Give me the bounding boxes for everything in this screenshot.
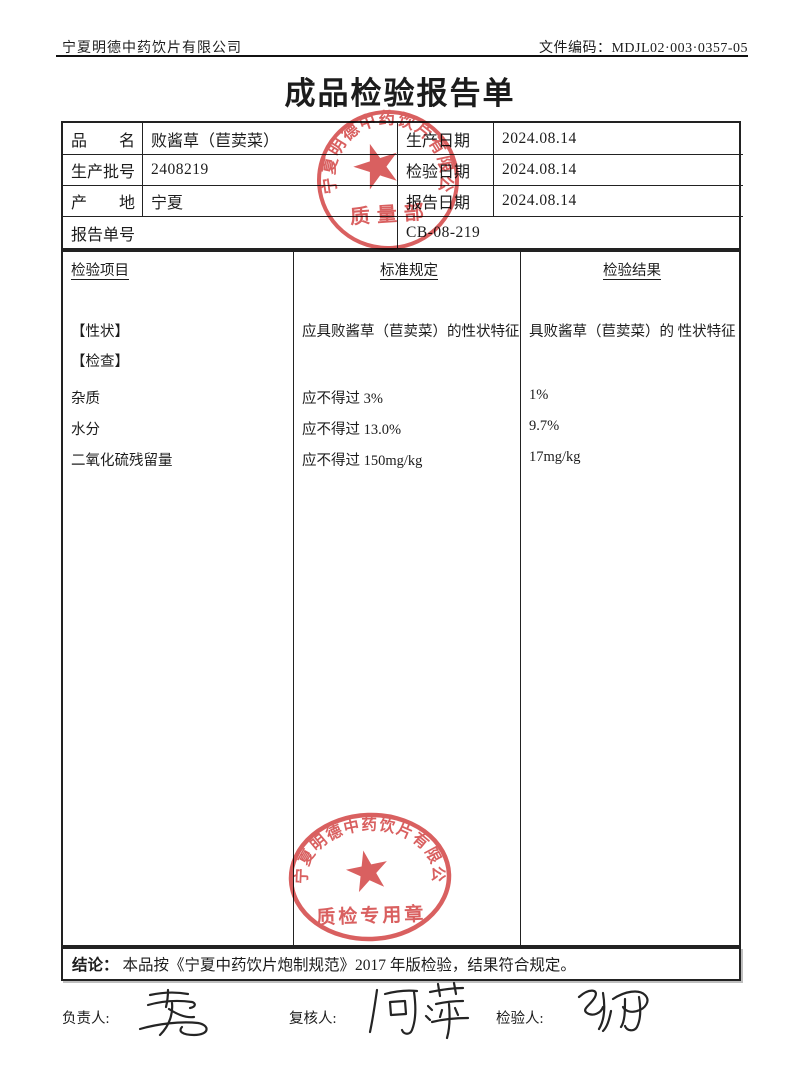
item-check: 【检查】 [71,354,129,370]
origin-label: 产 地 [63,185,142,216]
stamp-company-arc-text: 宁夏明德中药饮片有限公司 [308,100,458,205]
standard-impurity: 应不得过 3% [302,391,383,407]
inspector-signature [577,989,649,1033]
result-appearance: 具败酱草（苣荬菜）的 性状特征 [529,324,736,340]
conclusion-row: 结论： 本品按《宁夏中药饮片炮制规范》2017 年版检验，结果符合规定。 [61,947,741,981]
responsible-label: 负责人: [62,1011,110,1027]
item-moisture: 水分 [71,422,100,438]
svg-text:宁夏明德中药饮片有限公司: 宁夏明德中药饮片有限公司 [308,100,458,205]
test-date-value: 2024.08.14 [493,154,743,185]
quality-dept-stamp: 宁夏明德中药饮片有限公司 质量部 [308,100,459,251]
standard-moisture: 应不得过 13.0% [302,422,402,438]
stamp-bottom-caption: 质检专用章 [316,902,427,929]
doc-code-value: MDJL02·003·0357-05 [611,41,748,56]
product-info-table: 品 名 败酱草（苣荬菜） 生产日期 2024.08.14 生产批号 240821… [61,121,743,250]
item-impurity: 杂质 [71,391,100,407]
batch-value: 2408219 [142,154,397,185]
star-icon [345,850,387,893]
result-impurity: 1% [529,387,549,403]
item-appearance: 【性状】 [71,324,129,340]
page-title: 成品检验报告单 [284,76,516,111]
product-name-label: 品 名 [71,132,136,150]
inspection-standard-column: 标准规定 应具败酱草（苣荬菜）的性状特征 应不得过 3% 应不得过 13.0% … [293,252,520,945]
inspection-table: 检验项目 【性状】 【检查】 杂质 水分 二氧化硫残留量 标准规定 应具败酱草（… [61,250,741,947]
inspection-items-column: 检验项目 【性状】 【检查】 杂质 水分 二氧化硫残留量 [63,252,293,945]
result-moisture: 9.7% [529,418,560,434]
star-icon [353,143,397,190]
company-name: 宁夏明德中药饮片有限公司 [62,41,242,56]
report-no-label: 报告单号 [63,216,397,248]
report-date-value: 2024.08.14 [493,185,743,216]
qc-seal-stamp: 宁夏明德中药饮片有限公司 质检专用章 [283,807,452,942]
doc-code: 文件编码：MDJL02·003·0357-05 [539,37,748,57]
production-date-label: 生产日期 [397,123,493,154]
item-so2: 二氧化硫残留量 [71,453,173,469]
header-divider [56,55,748,57]
stamp-top-caption: 质量部 [349,199,431,229]
column-header-result: 检验结果 [603,263,661,279]
reviewer-signature [368,981,470,1040]
conclusion-text: 本品按《宁夏中药饮片炮制规范》2017 年版检验，结果符合规定。 [122,957,576,974]
production-date-value: 2024.08.14 [493,123,743,154]
column-header-standard: 标准规定 [380,263,438,279]
result-so2: 17mg/kg [529,449,581,465]
batch-label: 生产批号 [63,154,142,185]
standard-appearance: 应具败酱草（苣荬菜）的性状特征 [302,324,520,340]
origin-value: 宁夏 [142,185,397,216]
doc-code-label: 文件编码： [538,41,612,56]
column-header-item: 检验项目 [71,263,129,279]
standard-so2: 应不得过 150mg/kg [302,453,423,469]
responsible-signature [138,988,208,1037]
reviewer-label: 复核人: [289,1011,337,1027]
inspector-label: 检验人: [496,1011,544,1027]
inspection-result-column: 检验结果 具败酱草（苣荬菜）的 性状特征 1% 9.7% 17mg/kg [520,252,739,945]
product-name-value: 败酱草（苣荬菜） [142,123,397,154]
conclusion-label: 结论： [72,957,119,974]
